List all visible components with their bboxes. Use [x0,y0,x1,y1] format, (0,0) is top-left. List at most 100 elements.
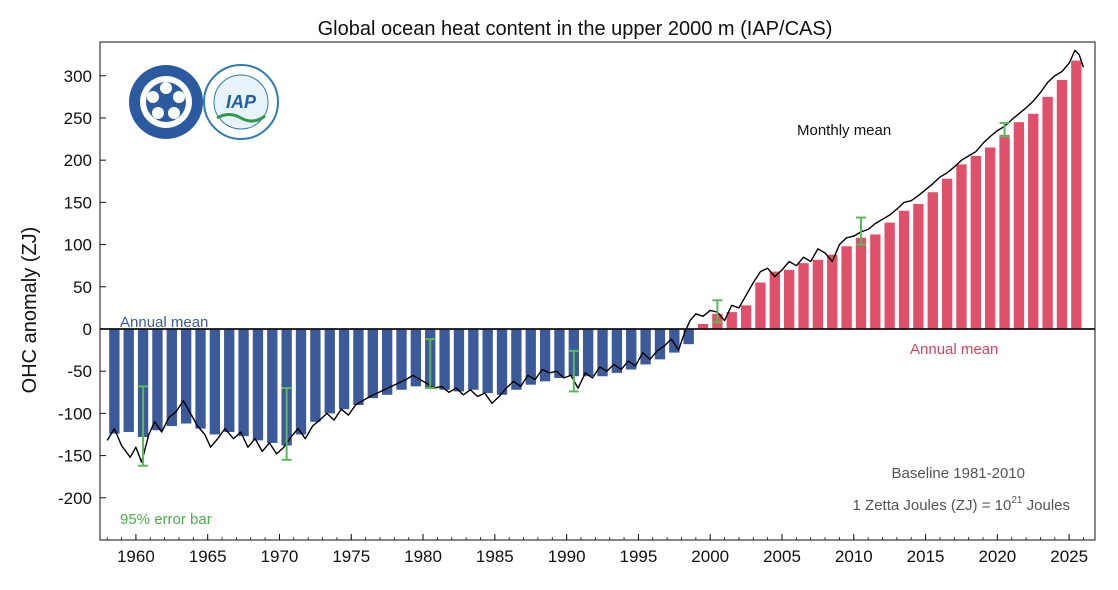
annual-bar-2018 [970,155,981,329]
chart-title: Global ocean heat content in the upper 2… [318,18,833,40]
annual-bar-2023 [1042,96,1053,329]
annual-bar-1996 [654,328,666,360]
error-bar-3 [568,349,579,393]
annual-bar-2013 [898,210,910,329]
annual-bar-1974 [338,328,350,410]
annual-bar-1983 [468,328,479,390]
annual-bar-1982 [453,328,465,392]
x-tick-label: 1990 [548,547,586,566]
x-tick-label: 1995 [620,547,658,566]
annual-bar-2005 [784,269,795,329]
annual-bar-1985 [496,328,508,395]
annual-bar-1997 [669,328,680,353]
y-axis-ticks: -200 -150 -100 -50 0 50 100 150 200 250 300 [58,67,106,508]
error-bar-6 [999,122,1010,138]
x-tick-label: 1970 [261,547,299,566]
iap-logo: IAP [203,64,279,140]
annual-bar-1966 [224,328,235,432]
y-tick-label: -150 [58,447,92,466]
annual-bar-1958 [109,328,120,434]
annual-bar-2004 [769,271,780,329]
annual-bar-1959 [123,328,134,432]
annual-bar-2003 [755,282,766,329]
annual-bar-1992 [597,328,608,377]
annual-bar-1989 [554,328,565,378]
y-tick-label: 150 [64,193,92,212]
annual-bar-1984 [482,328,493,394]
y-tick-label: 100 [64,236,92,255]
error-bar-label: 95% error bar [120,511,212,528]
annual-bar-2010 [855,237,867,329]
x-tick-label: 2020 [978,547,1016,566]
x-tick-label: 1960 [117,547,155,566]
annual-bar-1991 [583,328,594,377]
annual-bar-2025 [1071,60,1082,329]
y-tick-label: 250 [64,109,92,128]
annual-bar-1993 [611,328,623,373]
annual-bar-1988 [539,328,551,382]
annual-bar-2007 [812,259,824,329]
y-tick-label: 50 [73,278,92,297]
x-tick-label: 2005 [763,547,801,566]
error-bars [138,122,1010,467]
annual-mean-bars [109,60,1082,446]
error-bar-5 [855,216,866,246]
y-tick-label: 0 [83,320,92,339]
plot-frame [99,41,1096,541]
x-tick-label: 2000 [691,547,729,566]
annual-bar-1962 [166,328,177,427]
annual-bar-2019 [985,147,996,329]
monthly-mean-label: Monthly mean [797,122,891,139]
error-bar-0 [138,385,149,467]
annual-bar-2008 [827,254,838,329]
y-tick-label: -50 [67,362,92,381]
y-axis-label: OHC anomaly (ZJ) [19,227,41,394]
y-tick-label: 300 [64,67,92,86]
annual-mean-positive-label: Annual mean [910,341,998,358]
annual-bar-2020 [999,134,1010,329]
annual-bar-2016 [941,178,953,329]
error-bar-2 [425,338,436,390]
annual-bar-1972 [310,328,321,422]
annual-bar-1978 [396,328,407,390]
annual-bar-2022 [1028,113,1039,329]
x-tick-label: 1980 [404,547,442,566]
annual-bar-2006 [798,263,809,329]
x-tick-label: 2015 [907,547,945,566]
annual-bar-2014 [913,204,924,329]
annual-bar-1979 [410,328,422,387]
monthly-mean-series [106,49,1085,463]
y-tick-label: -200 [58,489,92,508]
annual-bar-1994 [626,328,637,370]
y-tick-label: -100 [58,404,92,423]
annual-bar-1967 [238,328,249,437]
annual-bar-1963 [180,328,192,424]
annual-bar-2002 [740,305,752,329]
monthly-mean-line [106,49,1085,463]
annual-bar-2024 [1056,79,1068,329]
annual-bar-1976 [367,328,378,399]
unit-label: 1 Zetta Joules (ZJ) = 1021 Joules [853,495,1070,514]
annual-bar-2021 [1013,122,1025,329]
axes [99,41,1096,541]
x-tick-label: 2025 [1050,547,1088,566]
annual-bar-1977 [381,328,393,395]
annual-bar-1969 [267,328,278,443]
annual-bar-1995 [640,328,651,365]
annual-bar-1986 [511,328,522,390]
error-bar-4 [712,299,723,324]
annual-bar-1987 [525,328,536,385]
annual-bar-2015 [927,192,938,329]
x-tick-label: 1985 [476,547,514,566]
annual-bar-2009 [841,246,852,329]
cas-logo [129,65,203,139]
annual-bar-1961 [152,328,163,431]
baseline-label: Baseline 1981-2010 [892,465,1025,482]
annual-bar-1960 [137,328,149,438]
annual-bar-2011 [870,234,881,329]
annual-mean-negative-label: Annual mean [120,314,208,331]
x-axis-ticks: 1960 1965 1970 1975 1980 1985 1990 1995 2000 2005… [106,534,1088,566]
annual-bar-1999 [697,323,709,329]
x-tick-label: 2010 [835,547,873,566]
annual-bar-2012 [884,222,895,329]
